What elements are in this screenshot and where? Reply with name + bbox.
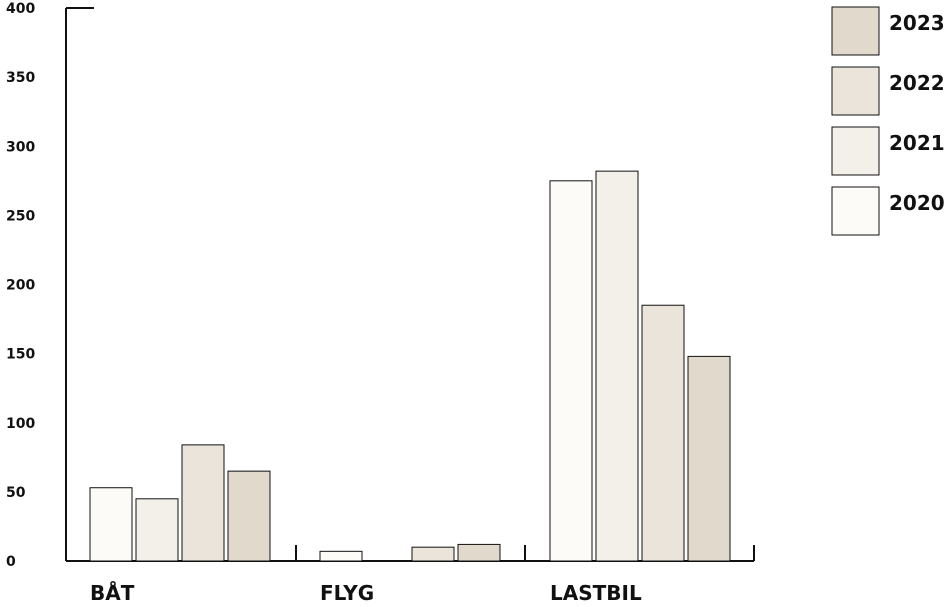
legend-swatch xyxy=(831,6,880,56)
bar xyxy=(687,355,731,562)
bar xyxy=(595,170,639,562)
bar xyxy=(457,543,501,562)
bar xyxy=(135,498,179,562)
bar xyxy=(181,444,225,562)
legend: 2023 2022 2021 2020 xyxy=(831,6,944,236)
legend-swatch xyxy=(831,186,880,236)
y-tick-label: 100 xyxy=(6,416,35,432)
y-tick-label: 400 xyxy=(6,1,35,17)
bar xyxy=(411,546,455,562)
x-category-label: FLYG xyxy=(320,581,374,605)
x-category-label: LASTBIL xyxy=(550,581,642,605)
legend-swatch xyxy=(831,66,880,116)
y-tick-label: 200 xyxy=(6,278,35,294)
y-tick-label: 150 xyxy=(6,347,35,363)
legend-swatch xyxy=(831,126,880,176)
y-tick-label: 250 xyxy=(6,208,35,224)
legend-label: 2023 xyxy=(889,11,944,35)
bar xyxy=(641,304,685,562)
y-tick-label: 300 xyxy=(6,139,35,155)
y-tick-label: 0 xyxy=(6,554,16,570)
legend-label: 2020 xyxy=(889,191,944,215)
bar xyxy=(549,180,593,562)
bars xyxy=(89,170,731,562)
legend-label: 2022 xyxy=(889,71,944,95)
bar xyxy=(89,487,133,562)
bar xyxy=(227,470,271,562)
y-tick-labels: 0 50 100 150 200 250 300 350 400 xyxy=(6,1,35,570)
bar xyxy=(319,550,363,562)
legend-label: 2021 xyxy=(889,131,944,155)
x-category-label: BÅT xyxy=(90,581,135,605)
y-tick-label: 350 xyxy=(6,70,35,86)
axes xyxy=(65,7,755,562)
y-tick-label: 50 xyxy=(6,485,26,501)
category-labels: BÅT FLYG LASTBIL xyxy=(90,581,642,605)
